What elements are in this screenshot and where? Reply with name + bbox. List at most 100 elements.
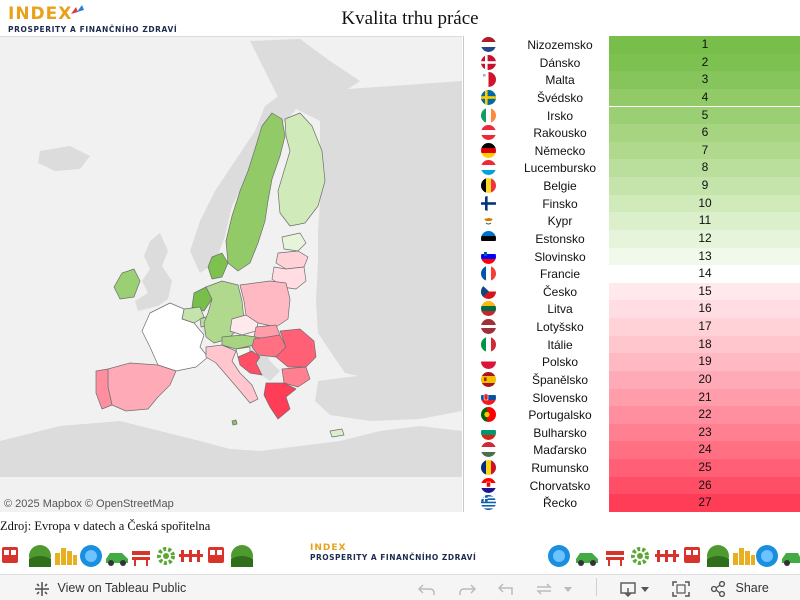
revert-button[interactable] — [498, 578, 516, 598]
undo-icon — [418, 584, 435, 595]
ranking-row[interactable]: Finsko 10 — [464, 194, 800, 213]
globe-green-icon-2 — [231, 545, 253, 567]
ranking-row[interactable]: Litva 16 — [464, 300, 800, 319]
ranking-row[interactable]: Malta 3 — [464, 71, 800, 89]
ranking-row[interactable]: Švédsko 4 — [464, 88, 800, 107]
ranking-row[interactable]: Španělsko 20 — [464, 370, 800, 389]
rank-cell: 14 — [609, 265, 800, 283]
band-logo-subtitle: PROSPERITY A FINANČNÍHO ZDRAVÍ — [310, 553, 477, 562]
undo-button[interactable] — [418, 578, 436, 598]
share-label: Share — [735, 581, 769, 595]
share-button[interactable]: Share — [710, 578, 769, 598]
ranking-row[interactable]: Dánsko 2 — [464, 53, 800, 72]
fullscreen-button[interactable] — [672, 578, 690, 598]
band-logo-brand: INDEX — [310, 543, 347, 553]
ranking-row[interactable]: Kypr 11 — [464, 212, 800, 230]
rank-cell: 1 — [609, 36, 800, 54]
lv-flag-icon — [481, 319, 496, 335]
rank-cell: 6 — [609, 124, 800, 142]
country-name: Rumunsko — [531, 461, 589, 476]
ranking-row[interactable]: Irsko 5 — [464, 106, 800, 125]
country-name: Lotyšsko — [536, 320, 584, 335]
country-bulgaria[interactable] — [281, 366, 311, 388]
country-netherlands[interactable] — [191, 286, 213, 312]
view-on-tableau-button[interactable]: View on Tableau Public — [34, 578, 186, 598]
country-name: Polsko — [541, 355, 579, 370]
ranking-row[interactable]: Lucembursko 8 — [464, 159, 800, 177]
rank-cell: 12 — [609, 229, 800, 248]
refresh-button[interactable] — [536, 578, 572, 598]
es-flag-icon — [481, 371, 496, 387]
country-italy[interactable] — [205, 344, 259, 404]
country-cyprus[interactable] — [329, 428, 345, 438]
ranking-row[interactable]: Francie 14 — [464, 265, 800, 283]
ranking-row[interactable]: Polsko 19 — [464, 353, 800, 371]
rank-cell: 18 — [609, 335, 800, 354]
car-icon-2 — [576, 553, 598, 566]
index-logo: INDEX PROSPERITY A FINANČNÍHO ZDRAVÍ — [8, 4, 177, 38]
ranking-row[interactable]: Maďarsko 24 — [464, 441, 800, 460]
country-spain[interactable] — [107, 362, 177, 412]
bench-icon — [132, 551, 150, 566]
country-portugal[interactable] — [95, 368, 113, 410]
bus-icon-3 — [684, 547, 700, 563]
land-iceland — [38, 146, 90, 171]
country-ireland[interactable] — [113, 268, 141, 300]
it-flag-icon — [481, 336, 496, 352]
ranking-row[interactable]: Bulharsko 23 — [464, 423, 800, 442]
rank-cell: 10 — [609, 194, 800, 213]
country-name: Bulharsko — [533, 425, 587, 440]
country-name: Lucembursko — [523, 161, 597, 176]
country-finland[interactable] — [277, 112, 326, 227]
country-france[interactable] — [141, 302, 209, 372]
pt-flag-icon — [481, 407, 496, 423]
ranking-row[interactable]: Lotyšsko 17 — [464, 318, 800, 336]
coin-blue-icon — [80, 545, 102, 567]
country-malta[interactable] — [231, 419, 238, 426]
ranking-row[interactable]: Belgie 9 — [464, 177, 800, 195]
pl-flag-icon — [481, 354, 496, 370]
ranking-row[interactable]: Slovinsko 13 — [464, 247, 800, 266]
se-flag-icon — [481, 89, 496, 105]
ranking-row[interactable]: Řecko 27 — [464, 494, 800, 512]
ranking-row[interactable]: Německo 7 — [464, 141, 800, 160]
rank-cell: 20 — [609, 370, 800, 389]
country-name: Česko — [542, 284, 577, 299]
ranking-row[interactable]: Slovensko 21 — [464, 388, 800, 407]
map-attribution[interactable]: © 2025 Mapbox © OpenStreetMap — [4, 498, 174, 510]
ie-flag-icon — [481, 107, 496, 123]
fullscreen-icon — [672, 580, 690, 597]
download-button[interactable] — [620, 578, 652, 598]
band-logo: INDEX PROSPERITY A FINANČNÍHO ZDRAVÍ — [310, 543, 500, 569]
dk-flag-icon — [481, 54, 496, 70]
bus-icon — [2, 547, 18, 563]
ranking-row[interactable]: Itálie 18 — [464, 335, 800, 354]
nl-flag-icon — [481, 37, 496, 52]
europe-map[interactable]: © 2025 Mapbox © OpenStreetMap — [0, 36, 462, 512]
redo-button[interactable] — [458, 578, 476, 598]
ranking-row[interactable]: Estonsko 12 — [464, 229, 800, 248]
ranking-row[interactable]: Rumunsko 25 — [464, 459, 800, 477]
country-name: Estonsko — [535, 231, 585, 246]
country-croatia[interactable] — [237, 350, 263, 376]
rank-cell: 25 — [609, 459, 800, 477]
country-denmark[interactable] — [207, 252, 229, 280]
country-latvia[interactable] — [275, 250, 309, 270]
download-icon — [620, 582, 649, 597]
country-name: Malta — [545, 73, 575, 88]
map-canvas[interactable] — [0, 37, 462, 512]
rank-cell: 13 — [609, 247, 800, 266]
ranking-row[interactable]: Chorvatsko 26 — [464, 476, 800, 495]
ranking-row[interactable]: Česko 15 — [464, 282, 800, 301]
source-note: Zdroj: Evropa v datech a Česká spořiteln… — [0, 519, 211, 533]
ranking-row[interactable]: Portugalsko 22 — [464, 406, 800, 424]
hu-flag-icon — [481, 442, 496, 458]
country-poland[interactable] — [239, 280, 291, 328]
country-greece[interactable] — [263, 382, 297, 420]
country-estonia[interactable] — [281, 232, 307, 252]
rank-cell: 22 — [609, 406, 800, 424]
country-sweden[interactable] — [225, 112, 286, 272]
globe-green-icon — [29, 545, 51, 567]
ranking-row[interactable]: Nizozemsko 1 — [464, 36, 800, 54]
ranking-row[interactable]: Rakousko 6 — [464, 124, 800, 142]
